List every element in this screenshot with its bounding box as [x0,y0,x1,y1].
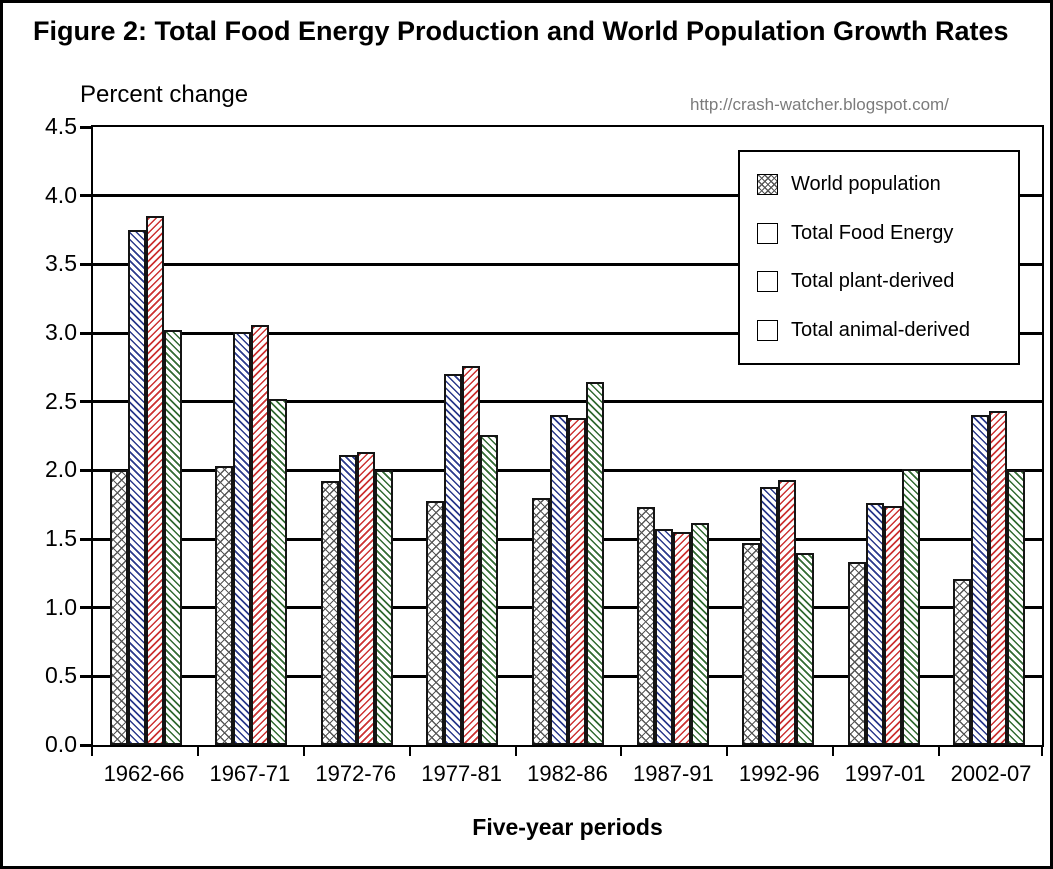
gridline-4.0 [93,194,1042,198]
x-tick-mark [196,747,199,756]
x-tick-label-1992-96: 1992-96 [738,761,820,786]
source-url: http://crash-watcher.blogspot.com/ [690,95,949,114]
y-tick-mark [80,537,91,541]
legend-item-total-animal-derived: Total animal-derived [757,319,1014,342]
legend-item-total-plant-derived: Total plant-derived [757,270,1014,293]
bar-world-population-1977-81 [426,500,445,745]
bar-world-population-1967-71 [215,466,234,745]
y-tick-mark [80,194,91,198]
y-tick-mark [80,606,91,610]
x-tick-mark [620,747,623,756]
gridline-2.5 [93,400,1042,404]
legend-item-total-food-energy: Total Food Energy [757,222,1014,245]
bar-total-animal-derived-1962-66 [163,330,182,745]
bar-world-population-1997-01 [847,562,866,745]
bar-total-food-energy-1992-96 [760,486,779,745]
legend-swatch-icon [757,173,778,195]
x-tick-label-1967-71: 1967-71 [209,761,291,786]
bar-total-plant-derived-1997-01 [883,506,902,745]
bar-total-plant-derived-1987-91 [672,532,691,745]
bar-total-animal-derived-2002-07 [1007,470,1026,745]
y-tick-label-2.5: 2.5 [45,387,77,414]
bar-total-plant-derived-1967-71 [251,324,270,745]
legend-item-world-population: World population [757,173,1014,196]
y-tick-label-3.5: 3.5 [45,250,77,277]
x-tick-label-1982-86: 1982-86 [527,761,608,786]
bar-total-animal-derived-1997-01 [901,468,920,745]
y-tick-label-1.0: 1.0 [45,593,77,620]
x-tick-label-1972-76: 1972-76 [315,761,397,786]
x-tick-mark [91,747,93,756]
gridline-3.0 [93,331,1042,335]
bar-total-plant-derived-1982-86 [567,418,586,745]
x-tick-mark [832,747,835,756]
legend-swatch-icon [757,320,778,342]
bar-world-population-1962-66 [109,470,128,745]
y-tick-mark [80,331,91,335]
y-tick-label-4.5: 4.5 [45,113,77,139]
x-tick-mark [938,747,941,756]
bar-world-population-1992-96 [742,543,761,745]
gridline-3.5 [93,262,1042,266]
legend-label: Total plant-derived [791,270,955,293]
x-tick-label-1977-81: 1977-81 [421,761,502,786]
bar-total-plant-derived-1962-66 [145,216,164,745]
x-tick-mark [408,747,411,756]
x-tick-mark [302,747,305,756]
x-tick-mark [726,747,729,756]
bar-total-food-energy-2002-07 [971,415,990,745]
x-tick-label-1962-66: 1962-66 [103,761,185,786]
y-tick-label-0.0: 0.0 [45,731,77,757]
x-tick-label-1987-91: 1987-91 [633,761,714,786]
bar-world-population-1987-91 [636,507,655,745]
y-axis-title: Percent change [80,81,249,108]
y-tick-mark [80,743,91,747]
chart-title: Figure 2: Total Food Energy Production a… [33,16,1009,46]
bar-total-animal-derived-1972-76 [374,470,393,745]
x-tick-label-2002-07: 2002-07 [950,761,1032,786]
y-tick-label-4.0: 4.0 [45,181,77,208]
bar-total-animal-derived-1987-91 [690,522,709,745]
legend-label: World population [791,172,941,195]
legend: World population Total Food Energy Total p… [738,150,1020,365]
legend-label: Total animal-derived [791,319,970,342]
y-tick-mark [80,125,91,129]
y-tick-label-1.5: 1.5 [45,525,77,551]
bar-world-population-1972-76 [320,481,339,745]
legend-swatch-icon [757,222,778,244]
bar-total-plant-derived-1992-96 [778,479,797,745]
x-tick-mark [1041,747,1043,756]
bar-total-animal-derived-1992-96 [796,552,815,745]
bar-total-plant-derived-1972-76 [356,452,375,745]
bar-total-food-energy-1987-91 [654,529,673,745]
bar-total-animal-derived-1982-86 [585,382,604,745]
plot-area: World population Total Food Energy Total p… [91,125,1044,747]
y-tick-mark [80,674,91,678]
bar-total-food-energy-1967-71 [233,331,252,745]
y-tick-mark [80,262,91,266]
bar-total-plant-derived-2002-07 [989,411,1008,745]
bar-total-food-energy-1962-66 [127,230,146,745]
legend-swatch-icon [757,271,778,293]
bar-total-plant-derived-1977-81 [462,365,481,745]
y-tick-mark [80,468,91,472]
x-tick-label-1997-01: 1997-01 [844,761,926,786]
x-tick-mark [514,747,517,756]
y-tick-label-3.0: 3.0 [45,319,77,345]
bar-total-food-energy-1977-81 [444,374,463,745]
x-axis-title: Five-year periods [472,814,663,840]
bar-world-population-2002-07 [953,578,972,745]
y-tick-mark [80,400,91,404]
bar-total-animal-derived-1977-81 [480,434,499,745]
bar-total-food-energy-1972-76 [338,455,357,745]
bar-total-food-energy-1982-86 [549,415,568,745]
bar-total-animal-derived-1967-71 [269,398,288,745]
bar-world-population-1982-86 [531,497,550,745]
y-tick-label-2.0: 2.0 [45,456,77,483]
y-tick-label-0.5: 0.5 [45,662,77,689]
legend-label: Total Food Energy [791,221,954,244]
bar-total-food-energy-1997-01 [865,503,884,745]
